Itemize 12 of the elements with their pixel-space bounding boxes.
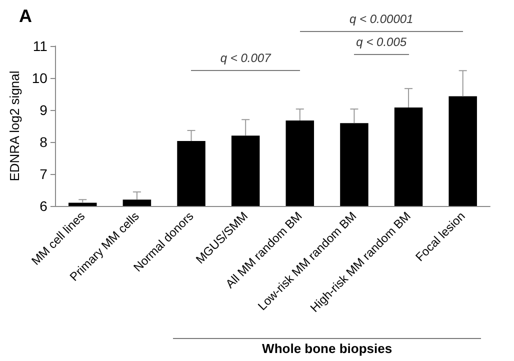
y-tick-label: 8: [40, 134, 48, 150]
y-tick-label: 7: [40, 166, 48, 182]
x-axis-title: Whole bone biopsies: [262, 341, 392, 356]
text: q < 0.00001: [350, 12, 414, 26]
y-tick-label: 10: [32, 70, 48, 86]
annotation: q < 0.005: [356, 35, 407, 49]
annotation: q < 0.007: [220, 51, 272, 65]
y-tick-label: 6: [40, 198, 48, 214]
y-axis-title: EDNRA log2 signal: [7, 70, 22, 182]
chart-title: A: [19, 6, 32, 26]
y-tick-label: 11: [32, 38, 48, 54]
y-tick-label: 9: [40, 102, 48, 118]
